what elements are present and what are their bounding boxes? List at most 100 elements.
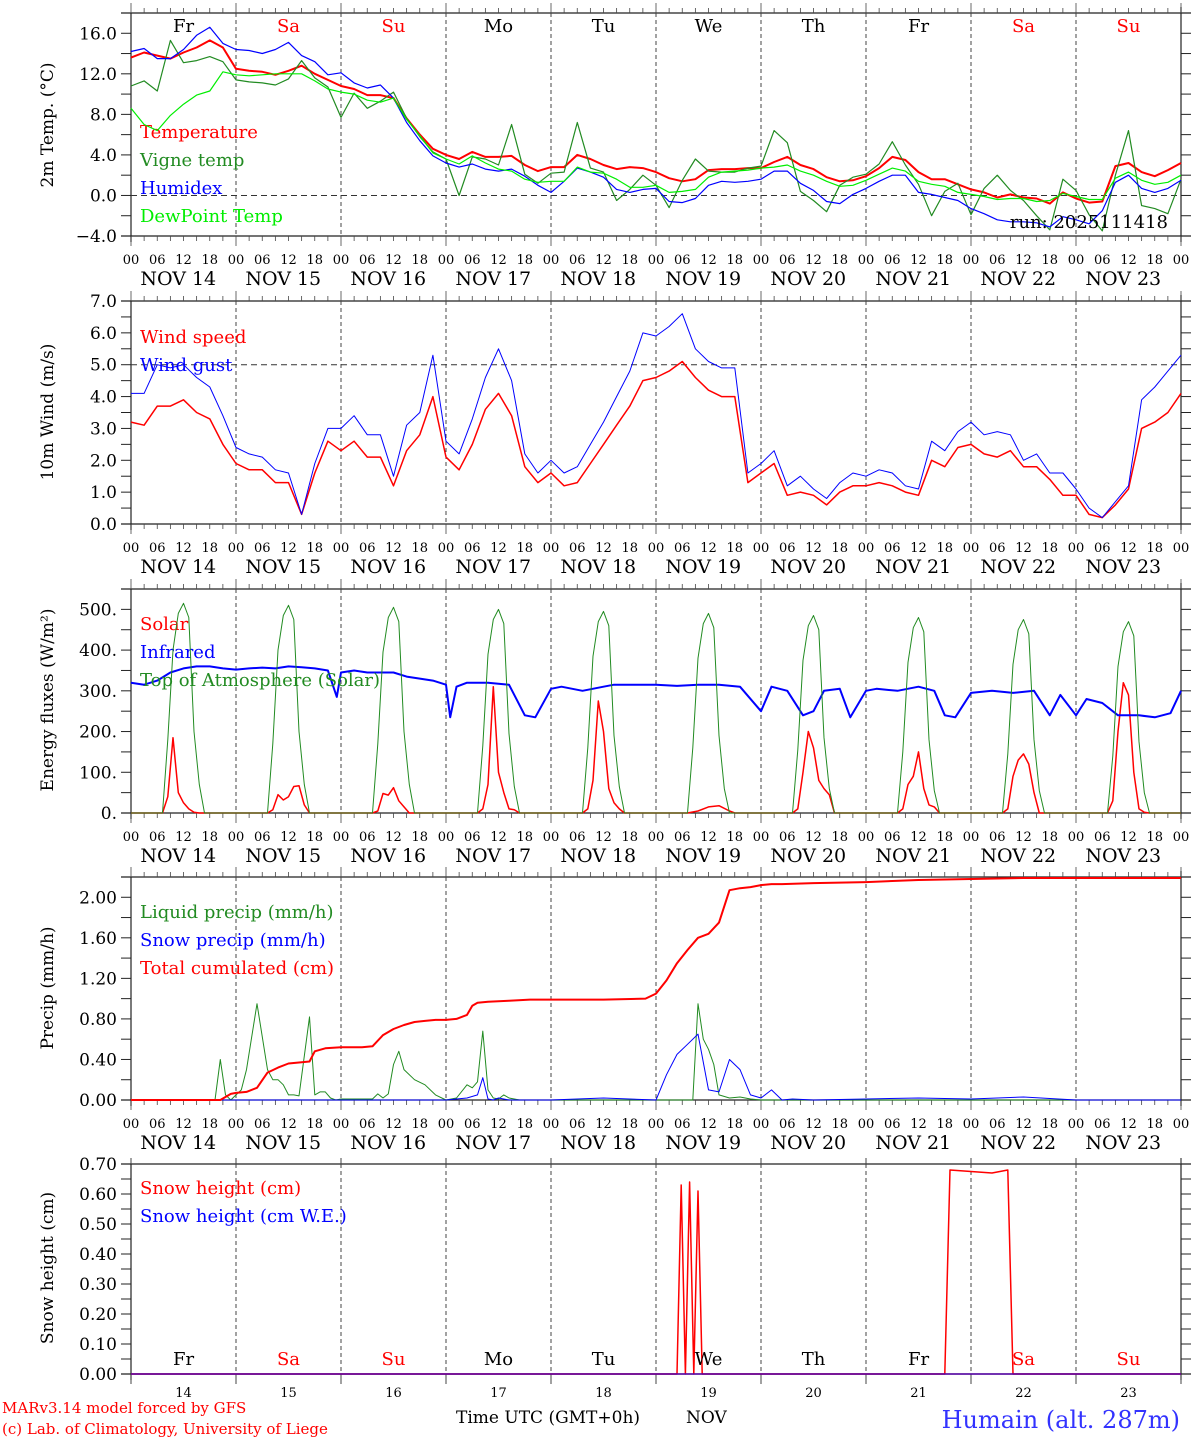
hour-tick-label: 06 [569, 253, 586, 268]
hour-tick-label: 18 [516, 830, 533, 845]
y-tick-label: 300. [79, 682, 117, 702]
date-label: NOV 20 [770, 845, 846, 867]
date-label: NOV 14 [140, 268, 216, 290]
y-tick-label: 1.0 [90, 483, 117, 503]
day-of-week-label: Su [382, 16, 406, 37]
series-line-top-of-atmosphere-solar- [131, 602, 1181, 814]
day-number-label: 20 [805, 1386, 822, 1401]
date-label: NOV 23 [1085, 1132, 1161, 1154]
day-number-label: 17 [490, 1386, 507, 1401]
hour-tick-label: 18 [936, 541, 953, 556]
hour-tick-label: 12 [595, 830, 612, 845]
hour-tick-label: 12 [805, 541, 822, 556]
day-of-week-label: Mo [484, 1349, 513, 1370]
hour-tick-label: 06 [464, 253, 481, 268]
y-tick-label: −4.0 [76, 227, 117, 247]
hour-tick-label: 00 [648, 1117, 665, 1132]
hour-tick-label: 12 [490, 830, 507, 845]
hour-tick-label: 00 [543, 1117, 560, 1132]
hour-tick-label: 18 [936, 253, 953, 268]
hour-tick-label: 06 [254, 253, 271, 268]
date-label: NOV 16 [350, 268, 426, 290]
hour-tick-label: 18 [1041, 1117, 1058, 1132]
hour-tick-label: 00 [1173, 1117, 1190, 1132]
date-label: NOV 19 [665, 1132, 741, 1154]
day-of-week-label: Th [802, 16, 826, 37]
hour-tick-label: 18 [1146, 1117, 1163, 1132]
hour-tick-label: 12 [595, 541, 612, 556]
hour-tick-label: 18 [1041, 253, 1058, 268]
day-of-week-label: Su [1117, 1349, 1141, 1370]
hour-tick-label: 06 [779, 830, 796, 845]
hour-tick-label: 00 [753, 830, 770, 845]
date-label: NOV 15 [245, 556, 321, 578]
legend-entry: Snow height (cm W.E.) [140, 1206, 347, 1227]
y-tick-label: 0.0 [90, 515, 117, 535]
hour-tick-label: 18 [1041, 541, 1058, 556]
hour-tick-label: 12 [175, 830, 192, 845]
date-label: NOV 16 [350, 845, 426, 867]
date-label: NOV 22 [980, 556, 1056, 578]
hour-tick-label: 06 [989, 541, 1006, 556]
hour-tick-label: 00 [648, 253, 665, 268]
hour-tick-label: 18 [306, 830, 323, 845]
date-label: NOV 17 [455, 1132, 531, 1154]
y-axis-title: Energy fluxes (W/m²) [38, 609, 58, 792]
hour-tick-label: 18 [516, 541, 533, 556]
hour-tick-label: 00 [1173, 541, 1190, 556]
date-label: NOV 21 [875, 1132, 951, 1154]
legend-entry: Wind speed [140, 327, 246, 348]
legend-entry: Vigne temp [139, 150, 244, 171]
date-label: NOV 18 [560, 845, 636, 867]
date-label: NOV 19 [665, 845, 741, 867]
y-tick-label: 0.0 [90, 186, 117, 206]
series-line-snow-precip-mm-h- [131, 1033, 1181, 1101]
hour-tick-label: 18 [1146, 830, 1163, 845]
date-label: NOV 14 [140, 845, 216, 867]
hour-tick-label: 00 [333, 830, 350, 845]
hour-tick-label: 06 [674, 1117, 691, 1132]
date-label: NOV 17 [455, 556, 531, 578]
hour-tick-label: 12 [385, 830, 402, 845]
hour-tick-label: 18 [411, 830, 428, 845]
hour-tick-label: 18 [726, 253, 743, 268]
hour-tick-label: 06 [464, 830, 481, 845]
hour-tick-label: 00 [963, 1117, 980, 1132]
hour-tick-label: 12 [1120, 830, 1137, 845]
legend-entry: Infrared [140, 642, 215, 663]
hour-tick-label: 06 [149, 541, 166, 556]
hour-tick-label: 00 [438, 830, 455, 845]
legend-entry: Liquid precip (mm/h) [140, 902, 334, 923]
hour-tick-label: 18 [411, 541, 428, 556]
hour-tick-label: 00 [228, 541, 245, 556]
day-of-week-label: Sa [1012, 16, 1035, 37]
hour-tick-label: 00 [963, 541, 980, 556]
hour-tick-label: 06 [149, 1117, 166, 1132]
hour-tick-label: 12 [175, 541, 192, 556]
legend-entry: Snow height (cm) [140, 1178, 301, 1199]
hour-tick-label: 06 [464, 541, 481, 556]
legend-entry: Snow precip (mm/h) [140, 930, 326, 951]
y-tick-label: 200. [79, 723, 117, 743]
y-tick-label: 0.40 [79, 1050, 117, 1070]
hour-tick-label: 12 [805, 830, 822, 845]
day-of-week-label: Fr [173, 1349, 194, 1370]
hour-tick-label: 00 [438, 253, 455, 268]
y-tick-label: 4.0 [90, 146, 117, 166]
hour-tick-label: 00 [333, 541, 350, 556]
day-of-week-label: Su [382, 1349, 406, 1370]
hour-tick-label: 00 [1173, 830, 1190, 845]
hour-tick-label: 00 [123, 541, 140, 556]
hour-tick-label: 00 [753, 1117, 770, 1132]
hour-tick-label: 12 [700, 1117, 717, 1132]
date-label: NOV 14 [140, 1132, 216, 1154]
hour-tick-label: 00 [1068, 253, 1085, 268]
hour-tick-label: 12 [280, 830, 297, 845]
x-axis-title: Time UTC (GMT+0h) [456, 1408, 640, 1428]
hour-tick-label: 12 [700, 541, 717, 556]
date-label: NOV 21 [875, 845, 951, 867]
legend-entry: DewPoint Temp [140, 206, 283, 227]
hour-tick-label: 18 [726, 541, 743, 556]
hour-tick-label: 18 [1041, 830, 1058, 845]
